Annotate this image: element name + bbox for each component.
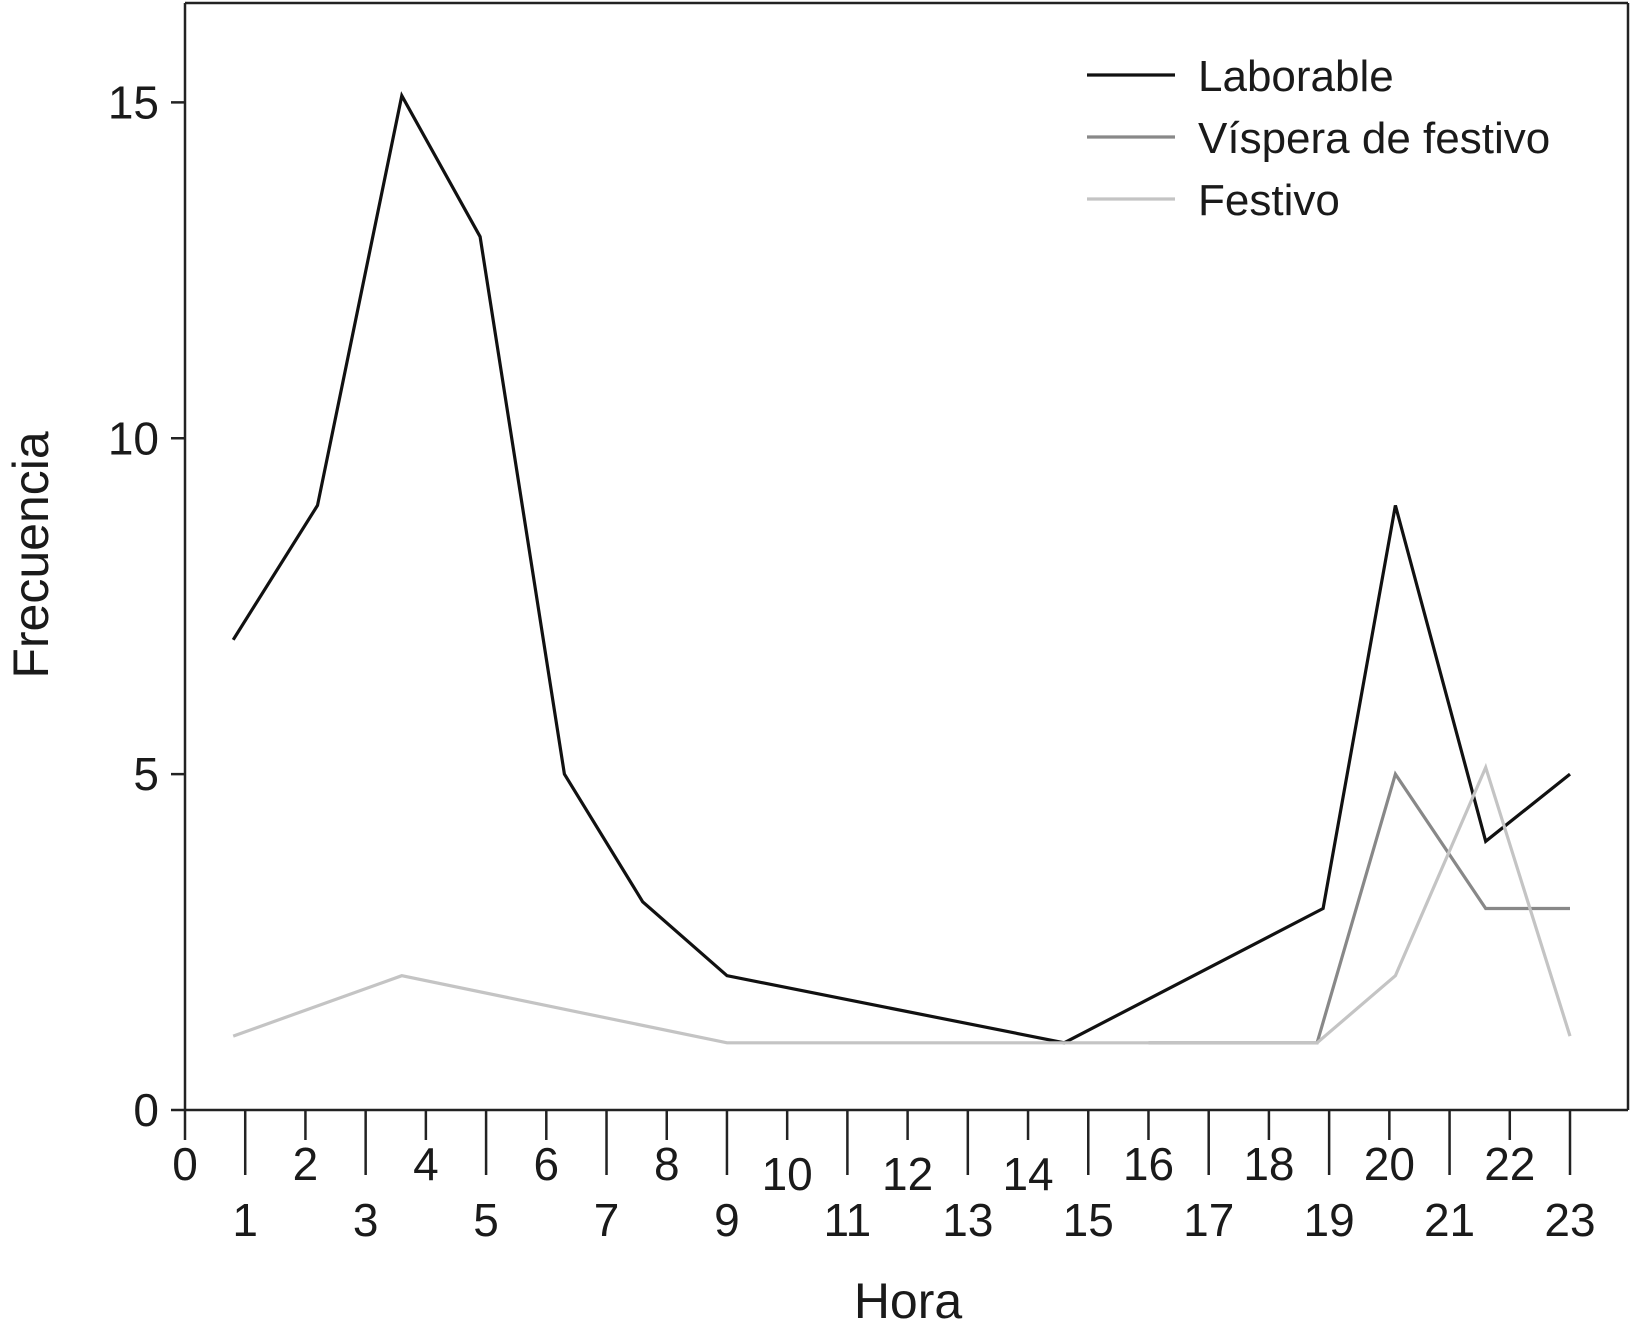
x-tick-label: 14: [1002, 1148, 1053, 1200]
y-axis-title: Frecuencia: [3, 431, 59, 679]
x-tick-label: 15: [1063, 1194, 1114, 1246]
x-tick-label: 3: [353, 1194, 379, 1246]
x-tick-label: 17: [1183, 1194, 1234, 1246]
x-tick-label: 8: [654, 1138, 680, 1190]
series-line-2: [1148, 770, 1570, 1045]
legend-label-3: Festivo: [1198, 176, 1340, 225]
legend-label-2: Víspera de festivo: [1198, 114, 1550, 163]
x-tick-label: 21: [1424, 1194, 1475, 1246]
x-tick-label: 13: [942, 1194, 993, 1246]
y-tick-label: 0: [133, 1084, 159, 1136]
x-tick-label: 5: [473, 1194, 499, 1246]
x-tick-label: 19: [1304, 1194, 1355, 1246]
x-tick-label: 20: [1364, 1138, 1415, 1190]
x-axis-title: Hora: [854, 1273, 963, 1329]
y-tick-label: 10: [108, 412, 159, 464]
x-tick-label: 1: [232, 1194, 258, 1246]
y-tick-label: 5: [133, 748, 159, 800]
series-line-1: [231, 91, 1571, 1045]
x-tick-label: 23: [1544, 1194, 1595, 1246]
x-tick-label: 9: [714, 1194, 740, 1246]
x-tick-label: 22: [1484, 1138, 1535, 1190]
x-tick-label: 18: [1243, 1138, 1294, 1190]
series-layer: [231, 91, 1572, 1045]
x-tick-label: 0: [172, 1138, 198, 1190]
x-tick-label: 12: [882, 1148, 933, 1200]
x-tick-label: 11: [824, 1194, 872, 1246]
legend-label-1: Laborable: [1198, 52, 1394, 101]
y-tick-label: 15: [108, 76, 159, 128]
plot-frame: [183, 1, 1630, 1112]
series-line-3: [232, 762, 1572, 1045]
y-axis: 0 5 10 15: [108, 76, 185, 1136]
x-tick-label: 6: [534, 1138, 560, 1190]
x-tick-label: 16: [1123, 1138, 1174, 1190]
x-tick-label: 2: [293, 1138, 319, 1190]
x-tick-label: 7: [594, 1194, 620, 1246]
legend: Laborable Víspera de festivo Festivo: [1087, 52, 1550, 225]
x-tick-label: 4: [413, 1138, 439, 1190]
x-tick-label: 10: [762, 1148, 813, 1200]
